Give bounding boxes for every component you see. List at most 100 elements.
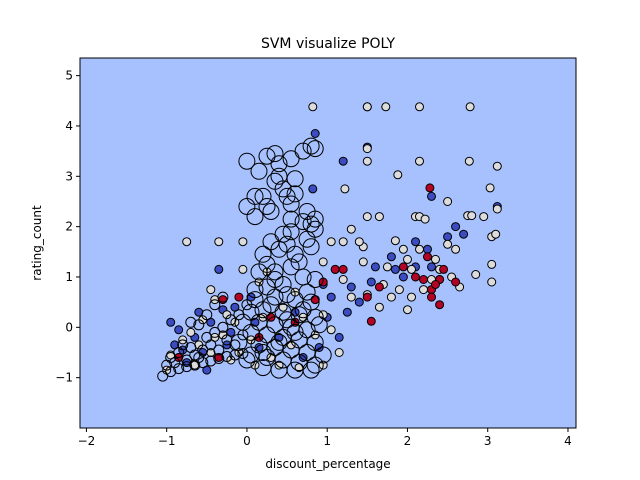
y-tick-label: 0 [65,320,73,334]
data-point [290,306,308,324]
data-point [286,185,304,203]
y-tick-label: 4 [65,119,73,133]
data-point [209,326,221,338]
data-point [169,357,181,369]
data-point [423,252,432,262]
data-point [262,203,280,220]
data-point [166,317,176,327]
data-point [262,233,280,251]
data-point [182,237,192,247]
data-point [206,285,216,295]
data-point [354,237,364,247]
data-point [423,244,432,254]
data-point [294,301,312,319]
data-point [340,184,350,194]
data-point [201,331,213,343]
data-point [214,237,224,247]
data-point [254,187,272,205]
data-point [174,325,184,335]
x-axis-label: discount_percentage [265,457,390,471]
data-point [374,282,384,292]
data-point [492,161,502,171]
data-point [491,229,501,239]
data-point [294,142,312,160]
data-point [181,361,193,373]
data-point [427,292,436,302]
x-tick-label: −1 [158,434,176,448]
data-point [298,283,316,301]
data-point [346,282,356,292]
data-point [342,307,352,317]
y-tick-label: 5 [65,69,73,83]
data-point [241,299,253,311]
data-point [286,170,304,188]
data-point [334,332,344,342]
data-point [306,140,324,158]
data-point [354,297,364,307]
data-point [407,264,416,274]
x-tick-label: −2 [78,434,96,448]
data-point [318,257,328,267]
x-tick-label: 2 [404,434,412,448]
data-point [411,237,420,247]
data-point [193,352,205,363]
data-point [362,144,372,154]
data-point [487,259,497,269]
data-point [266,263,284,281]
data-point [238,264,248,274]
data-point [233,309,245,321]
data-point [286,323,304,341]
data-point [298,230,316,248]
data-point [161,359,173,371]
data-point [209,299,221,311]
data-point [298,203,316,220]
data-point [308,184,318,194]
data-point [254,245,272,263]
data-point [205,355,217,367]
data-point [217,291,229,303]
data-point [326,292,336,302]
chart-title: SVM visualize POLY [261,36,396,52]
x-tick-label: 0 [243,434,251,448]
data-point [213,353,225,364]
data-point [390,236,400,246]
data-point [443,197,453,206]
data-point [338,275,348,284]
data-point [326,325,336,335]
data-point [362,102,372,112]
data-point [465,102,475,112]
data-point [177,339,189,351]
data-point [201,309,213,321]
data-point [302,238,320,256]
data-point [302,137,320,155]
data-point [471,270,481,279]
data-point [290,253,308,271]
data-point [266,288,284,306]
data-point [173,363,185,375]
data-point [366,316,376,326]
data-point [310,295,320,305]
data-point [386,292,396,302]
data-point [464,156,474,166]
data-point [254,344,272,361]
x-tick-label: 4 [564,434,572,448]
data-point [282,223,300,241]
data-point [282,195,300,213]
data-point [492,204,502,214]
data-point [310,316,328,334]
data-point [427,191,436,201]
data-point [358,257,368,267]
data-point [451,244,461,254]
data-point [278,286,296,304]
data-point [237,348,249,359]
data-point [419,275,428,284]
data-point [374,302,384,312]
data-point [258,198,276,215]
data-point [306,271,324,288]
data-point [479,212,489,222]
data-point [213,344,225,356]
data-point [306,356,324,374]
data-point [221,334,233,346]
data-point [390,264,400,274]
